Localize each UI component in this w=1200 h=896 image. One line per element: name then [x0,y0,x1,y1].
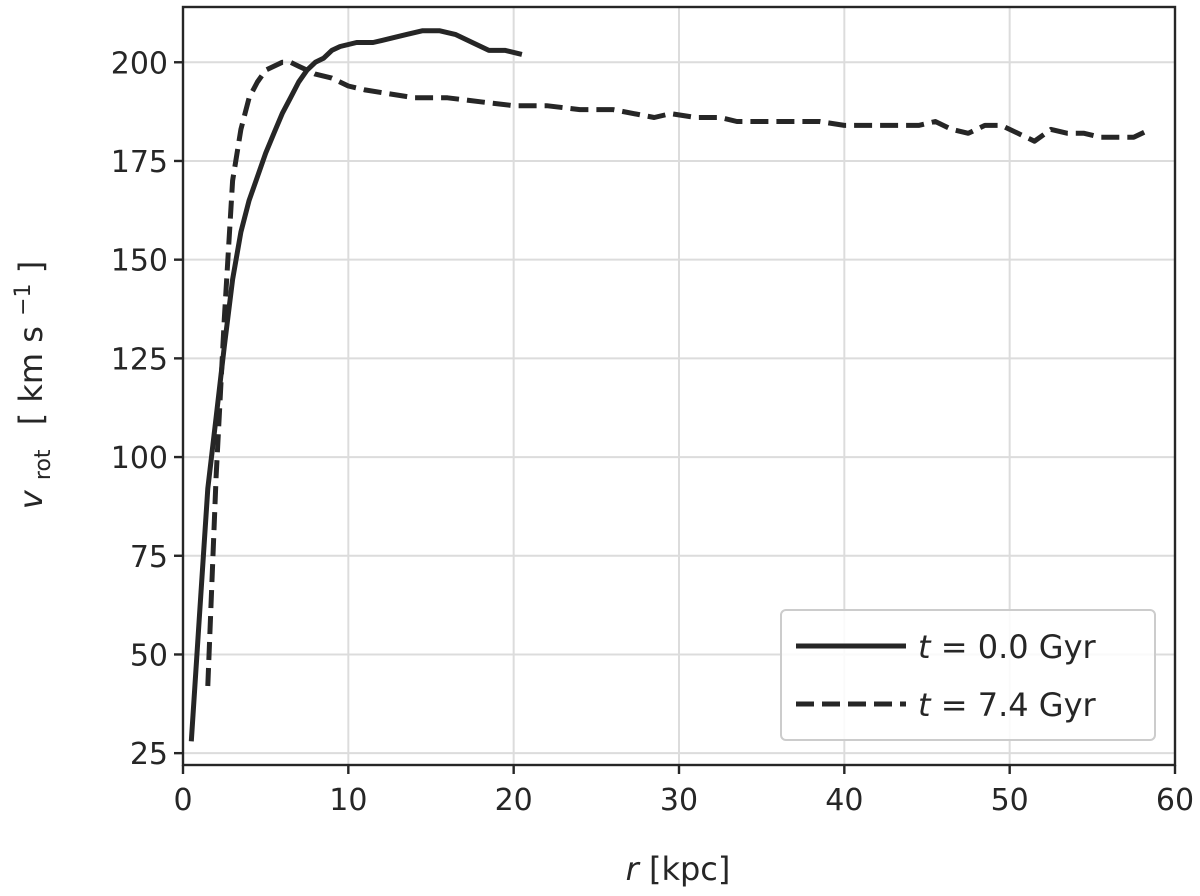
y-tick-label: 150 [111,244,168,279]
y-axis-label: v rot [ km s −1 ] [0,261,58,509]
x-tick-label: 30 [660,783,698,818]
series-line-0 [188,28,523,742]
legend-entry-1-symbol: t [918,686,932,724]
plot-series [188,28,1152,742]
legend-entry-1-text: = 7.4 Gyr [941,686,1097,724]
x-tick-label: 40 [825,783,863,818]
x-axis-symbol: r [626,850,641,888]
x-tick-label: 20 [495,783,533,818]
legend-entry-0: t = 0.0 Gyr [918,628,1097,666]
y-tick-label: 175 [111,145,168,180]
y-axis-unit: [ km s [12,326,50,425]
y-tick-label: 125 [111,342,168,377]
x-tick-label: 50 [991,783,1029,818]
y-axis-exponent: −1 [11,283,36,315]
y-tick-label: 100 [111,441,168,476]
grid [182,7,1176,765]
x-tick-label: 60 [1156,783,1194,818]
legend-entry-1: t = 7.4 Gyr [918,686,1097,724]
y-tick-label: 25 [130,737,168,772]
x-tick-label: 0 [173,783,192,818]
x-tick-label: 10 [329,783,367,818]
y-axis-subscript: rot [31,449,56,480]
y-tick-label: 75 [130,540,168,575]
y-tick-label: 200 [111,46,168,81]
x-axis-unit: [kpc] [649,850,730,888]
x-axis-label: r [kpc] [626,850,731,888]
series-line-1 [205,59,1152,687]
y-tick-label: 50 [130,638,168,673]
legend: t = 0.0 Gyr t = 7.4 Gyr [780,609,1156,741]
axis-ticks: 0 10 20 30 40 50 60 25 50 75 100 125 150 175 200 [111,46,1194,818]
y-axis-unit-close: ] [12,261,50,273]
legend-frame [780,609,1156,741]
legend-entry-0-symbol: t [918,628,932,666]
y-axis-symbol: v [12,489,50,509]
legend-entry-0-text: = 0.0 Gyr [941,628,1097,666]
